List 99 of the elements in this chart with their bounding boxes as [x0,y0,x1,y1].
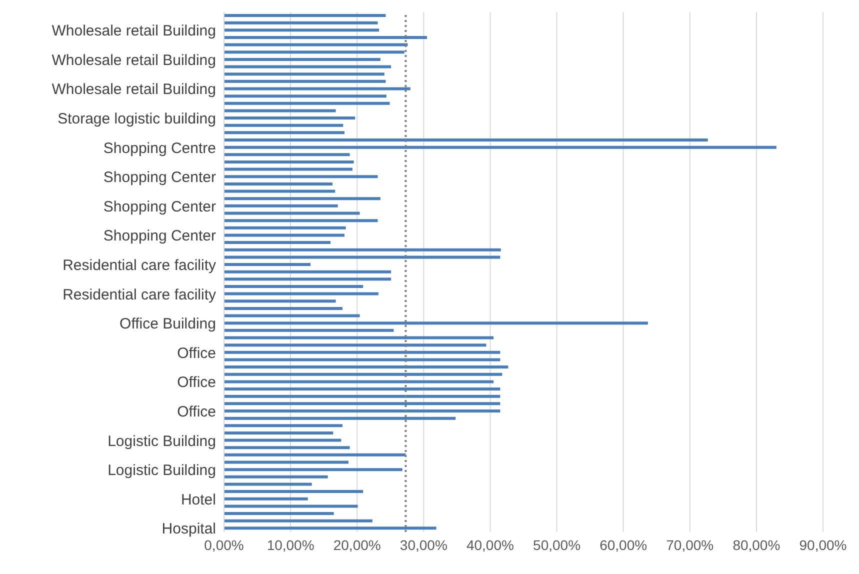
bar [224,28,380,32]
bar [224,278,392,281]
bar [224,94,386,98]
y-tick-label: Hotel [180,491,216,508]
bar [224,226,346,230]
x-tick-label: 50,00% [533,536,581,553]
bar [224,109,336,112]
y-tick-label: Logistic Building [108,462,216,480]
y-tick-label: Residential care facility [62,286,216,304]
bar [224,175,378,178]
bar [224,72,384,76]
bar [224,138,708,142]
bar [224,438,342,442]
bar [224,350,500,354]
bar [224,116,356,120]
y-tick-label: Hospital [162,520,216,538]
bar [224,497,308,500]
bar [224,504,358,508]
bar [224,102,390,105]
bar [224,490,364,494]
bar [224,409,500,412]
bar [224,146,776,149]
y-tick-label: Storage logistic building [58,110,216,128]
bar [224,80,386,83]
bar [224,65,392,68]
x-tick-label: 20,00% [333,536,381,553]
y-tick-label: Office [177,344,216,362]
bar [224,482,312,486]
x-tick-label: 60,00% [600,536,648,553]
bar [224,153,350,156]
bar [224,358,500,362]
bar [224,328,394,332]
bar [224,256,500,259]
x-tick-label: 10,00% [266,536,314,553]
bar [224,197,380,200]
y-tick-label: Office [177,403,216,420]
bar [224,344,486,347]
bar [224,526,436,530]
bar [224,446,350,450]
x-tick-label: 80,00% [732,536,780,553]
bar [224,292,378,296]
bar [224,212,360,215]
y-tick-label: Wholesale retail Building [52,81,216,98]
bar [224,322,648,325]
y-tick-label: Office Building [120,316,216,333]
bar [224,168,352,171]
bar [224,241,330,244]
x-tick-label: 90,00% [799,536,847,553]
bar [224,36,427,39]
bar [224,372,502,376]
bar [224,160,354,164]
bar [224,512,334,516]
bar [224,263,311,266]
bar [224,21,378,24]
y-tick-label: Shopping Center [103,198,216,216]
bar [224,182,332,186]
bar [224,270,392,274]
bar [224,366,508,369]
y-tick-label: Wholesale retail Building [52,22,216,40]
bar [224,87,410,90]
bar [224,468,402,472]
bar [224,453,406,456]
x-tick-label: 0,00% [204,536,244,553]
bar [224,131,344,134]
bar [224,388,500,391]
bar [224,314,360,318]
bar [224,124,344,127]
bar [224,248,501,252]
bar [224,58,380,61]
bar [224,380,494,384]
bar [224,43,408,46]
bar [224,190,336,193]
x-tick-label: 70,00% [666,536,714,553]
y-tick-label: Shopping Center [103,169,216,186]
bar [224,394,500,398]
bar [224,475,328,478]
bar [224,50,404,54]
y-tick-label: Residential care facility [62,257,216,274]
y-tick-label: Office [177,374,216,392]
x-tick-label: 30,00% [400,536,448,553]
y-tick-label: Wholesale retail Building [52,52,216,69]
bar [224,431,334,434]
x-tick-label: 40,00% [466,536,514,553]
bar [224,460,348,464]
bar [224,306,342,310]
bar [224,219,378,222]
bar [224,424,342,428]
bar [224,416,456,420]
bar [224,234,344,237]
bar [224,300,336,303]
y-tick-label: Logistic Building [108,432,216,450]
bar [224,336,494,340]
bar [224,14,386,17]
bar [224,204,338,208]
bar [224,284,364,288]
y-tick-label: Shopping Centre [103,140,216,157]
bar [224,519,372,522]
bar [224,402,500,406]
y-tick-label: Shopping Center [103,228,216,245]
